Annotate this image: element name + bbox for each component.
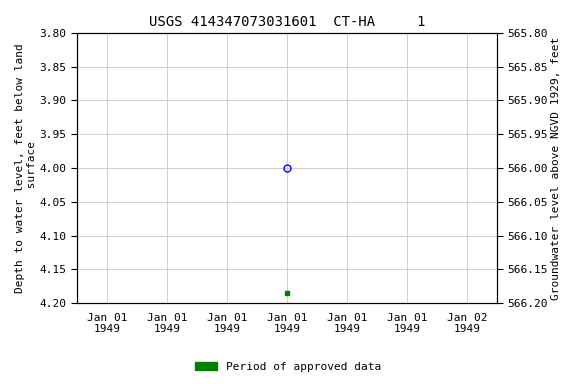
Y-axis label: Groundwater level above NGVD 1929, feet: Groundwater level above NGVD 1929, feet <box>551 36 561 300</box>
Legend: Period of approved data: Period of approved data <box>191 358 385 377</box>
Y-axis label: Depth to water level, feet below land
 surface: Depth to water level, feet below land su… <box>15 43 37 293</box>
Title: USGS 414347073031601  CT-HA     1: USGS 414347073031601 CT-HA 1 <box>149 15 425 29</box>
